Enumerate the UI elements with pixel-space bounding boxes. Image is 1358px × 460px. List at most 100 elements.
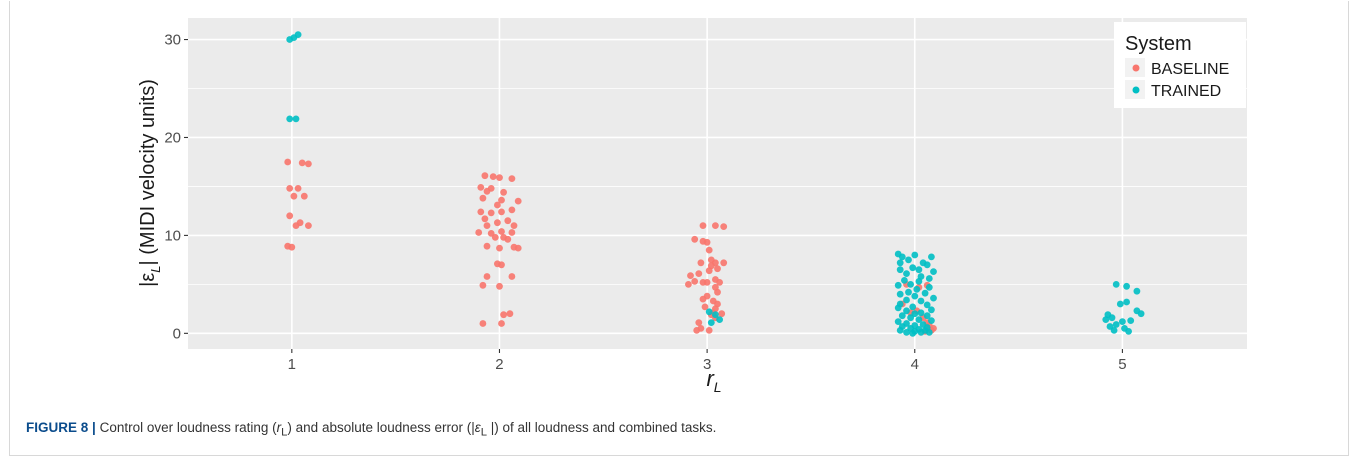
point-trained (903, 270, 910, 277)
point-baseline (687, 272, 694, 279)
point-trained (1123, 298, 1130, 306)
point-trained (923, 301, 931, 309)
point-trained (1125, 328, 1132, 335)
point-trained (712, 311, 719, 319)
point-trained (707, 319, 715, 326)
point-baseline (483, 187, 491, 195)
point-baseline (699, 295, 707, 303)
point-trained (925, 329, 933, 336)
point-baseline (701, 303, 709, 311)
point-trained (928, 317, 935, 324)
point-trained (909, 303, 917, 311)
point-baseline (695, 270, 703, 277)
figure-label: FIGURE 8 (26, 420, 89, 435)
point-baseline (691, 278, 699, 285)
point-trained (928, 306, 935, 314)
point-trained (928, 253, 935, 261)
point-trained (1116, 300, 1124, 308)
legend-key-baseline (1132, 64, 1140, 72)
legend: System BASELINE TRAINED (1114, 22, 1246, 108)
point-trained (705, 308, 713, 316)
point-baseline (714, 288, 721, 296)
point-baseline (294, 185, 302, 192)
point-trained (1110, 327, 1118, 334)
point-baseline (514, 244, 522, 252)
point-trained (915, 278, 923, 285)
point-trained (716, 316, 723, 323)
point-baseline (305, 222, 312, 230)
point-baseline (697, 259, 705, 267)
point-baseline (290, 192, 298, 200)
point-baseline (508, 273, 516, 280)
caption-subscript-l1: L (281, 426, 288, 439)
legend-key-trained (1132, 86, 1140, 94)
point-trained (921, 289, 929, 297)
caption-text-b: ) and absolute loudness error (| (287, 420, 475, 435)
point-baseline (284, 158, 292, 166)
point-trained (1102, 316, 1110, 323)
point-baseline (483, 222, 491, 230)
point-trained (1127, 317, 1135, 324)
point-trained (901, 277, 908, 284)
point-trained (903, 296, 910, 304)
point-baseline (718, 310, 726, 318)
point-baseline (496, 282, 503, 290)
point-baseline (508, 229, 516, 236)
point-baseline (705, 327, 713, 334)
point-trained (905, 256, 912, 264)
point-trained (923, 312, 931, 320)
point-trained (909, 329, 917, 337)
point-baseline (705, 267, 713, 275)
point-trained (909, 264, 917, 272)
point-baseline (716, 279, 723, 286)
point-baseline (510, 222, 518, 230)
point-trained (1123, 282, 1130, 290)
point-trained (917, 297, 925, 305)
caption-subscript-l2: L (480, 426, 487, 439)
point-trained (894, 281, 902, 289)
point-baseline (506, 310, 514, 318)
point-baseline (496, 174, 503, 182)
x-tick-label: 5 (1118, 356, 1126, 373)
point-baseline (479, 320, 487, 327)
x-tick-label: 3 (703, 356, 711, 373)
point-baseline (286, 212, 294, 220)
point-baseline (481, 172, 489, 180)
y-tick-label: 0 (173, 325, 181, 342)
point-baseline (500, 311, 507, 319)
point-baseline (498, 208, 505, 216)
x-tick-label: 4 (911, 356, 919, 373)
point-baseline (508, 175, 516, 183)
point-trained (894, 318, 902, 325)
point-trained (911, 251, 919, 259)
point-baseline (498, 320, 505, 327)
point-trained (903, 307, 910, 315)
point-baseline (514, 197, 522, 205)
y-tick-label: 10 (164, 227, 181, 244)
y-tick-label: 30 (164, 32, 181, 49)
legend-title: System (1125, 33, 1192, 55)
point-baseline (720, 259, 728, 267)
point-trained (1119, 318, 1126, 325)
point-trained (898, 312, 906, 320)
caption-symbol-r: r (276, 420, 282, 435)
point-baseline (305, 160, 312, 168)
point-baseline (703, 238, 711, 246)
point-trained (907, 281, 914, 288)
point-trained (898, 253, 906, 261)
point-trained (905, 288, 912, 296)
point-baseline (286, 185, 294, 192)
point-baseline (714, 265, 721, 273)
y-axis: 0 10 20 30 (164, 32, 188, 342)
legend-label-trained: TRAINED (1151, 83, 1221, 100)
caption-symbol-epsilon: ε (474, 420, 481, 435)
point-baseline (483, 242, 491, 250)
point-trained (903, 329, 910, 336)
point-trained (896, 327, 904, 334)
point-trained (925, 275, 933, 282)
point-baseline (498, 196, 505, 204)
point-baseline (487, 209, 495, 217)
point-trained (286, 115, 294, 123)
point-trained (896, 290, 904, 298)
point-trained (896, 259, 904, 267)
